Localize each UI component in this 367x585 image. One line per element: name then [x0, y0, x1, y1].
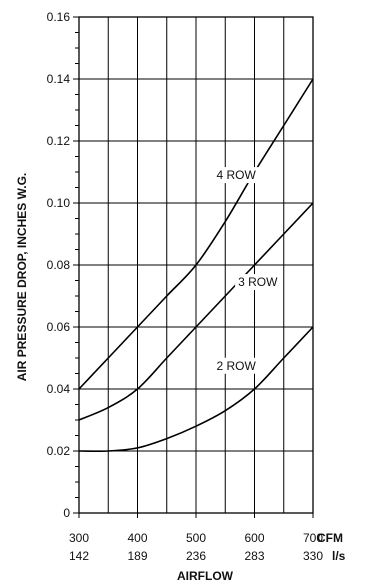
y-axis-ticks: 0 0.02 0.04 0.06 0.08 0.10 0.12 0.14 0.16: [47, 10, 79, 520]
series-label: 2 ROW: [216, 359, 256, 373]
y-tick-label: 0.08: [47, 258, 71, 272]
series-lines: [78, 78, 314, 453]
x-axis-ticks: 300 142 400 189 500 236 600 283 700 330: [69, 513, 323, 563]
y-tick-label: 0.02: [47, 444, 71, 458]
series-line-4-row: [78, 78, 314, 390]
x-tick-label-ls: 283: [244, 549, 264, 563]
x-tick-label-cfm: 300: [69, 531, 89, 545]
x-tick-label-cfm: 500: [186, 531, 206, 545]
y-tick-label: 0.04: [47, 382, 71, 396]
y-axis-title: AIR PRESSURE DROP, INCHES W.G.: [15, 173, 29, 381]
y-tick-label: 0.12: [47, 134, 71, 148]
y-tick-label: 0.14: [47, 72, 71, 86]
series-labels: 4 ROW 3 ROW 2 ROW: [213, 167, 281, 374]
x-tick-label-cfm: 700: [303, 531, 323, 545]
x-tick-label-ls: 236: [186, 549, 206, 563]
x-tick-label-cfm: 600: [244, 531, 264, 545]
series-line-2-row: [78, 326, 314, 453]
series-label: 3 ROW: [238, 275, 278, 289]
series-label-background: [213, 357, 259, 374]
x-unit-primary: CFM: [317, 531, 343, 545]
series-line-3-row: [78, 202, 314, 421]
y-tick-label: 0: [63, 506, 70, 520]
x-tick-label-ls: 189: [127, 549, 147, 563]
y-tick-label: 0.06: [47, 320, 71, 334]
y-tick-label: 0.10: [47, 196, 71, 210]
series-label-background: [213, 167, 259, 184]
y-tick-label: 0.16: [47, 10, 71, 24]
x-axis-title: AIRFLOW: [177, 569, 234, 583]
x-tick-label-ls: 330: [303, 549, 323, 563]
x-unit-secondary: l/s: [332, 549, 346, 563]
series-label-background: [235, 274, 281, 291]
series-label: 4 ROW: [216, 168, 256, 182]
x-tick-label-ls: 142: [69, 549, 89, 563]
x-tick-label-cfm: 400: [127, 531, 147, 545]
